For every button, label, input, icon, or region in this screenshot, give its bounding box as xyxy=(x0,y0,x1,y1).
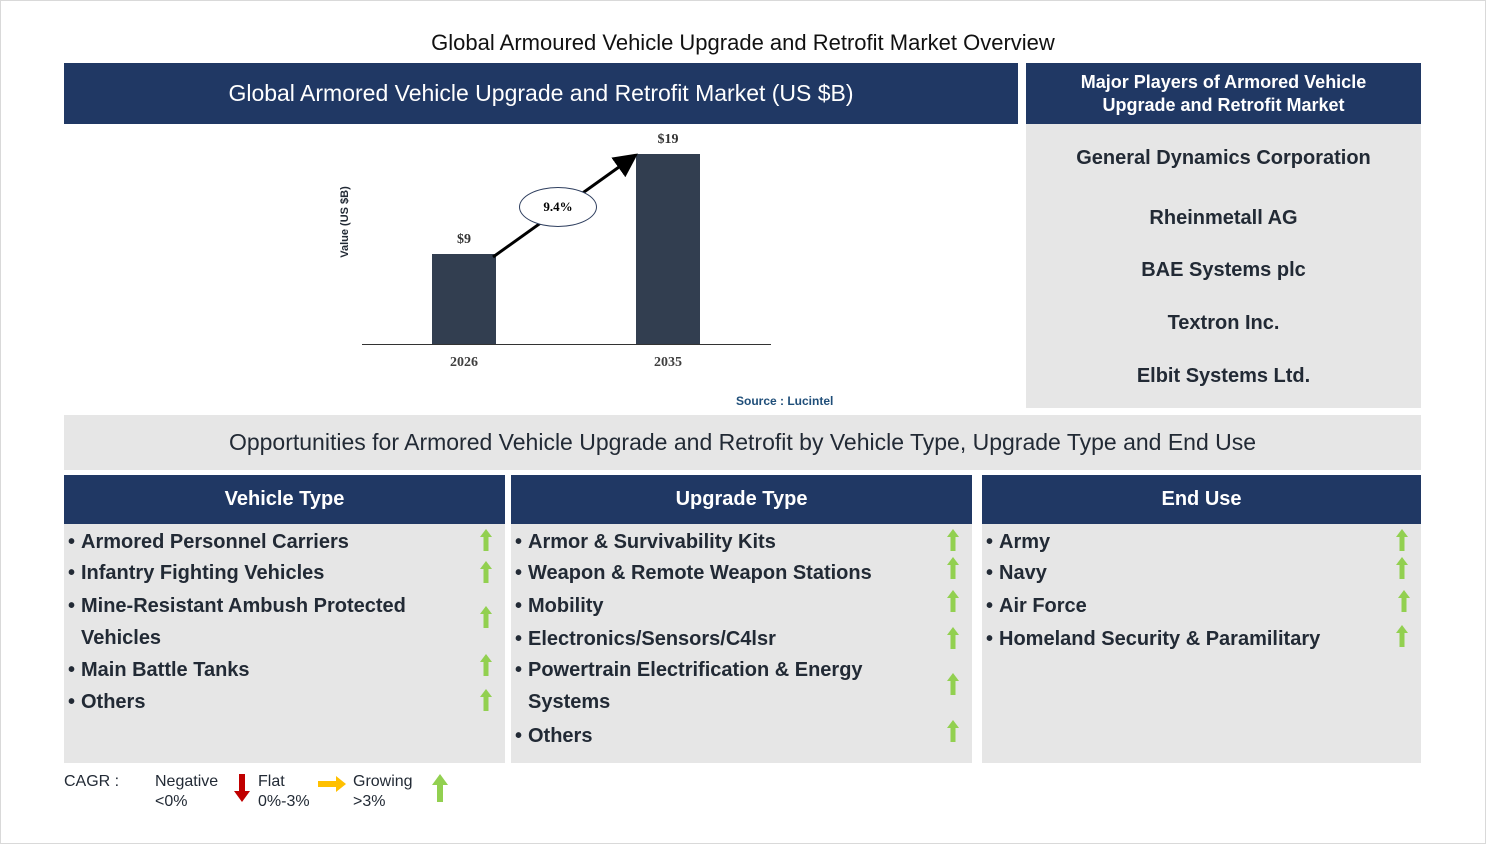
player-item: Textron Inc. xyxy=(1167,312,1280,334)
list-item: • Army xyxy=(986,531,1051,553)
list-item: • Powertrain Electrification & Energy Syst… xyxy=(515,659,863,713)
growing-arrow-icon xyxy=(1396,557,1408,579)
list-item: • Armor & Survivability Kits xyxy=(515,531,776,553)
x-tick-2035: 2035 xyxy=(654,355,682,370)
growing-arrow-icon xyxy=(480,654,492,676)
segment-header: Vehicle Type xyxy=(64,475,505,524)
growing-arrow-icon xyxy=(1396,529,1408,551)
market-chart-header: Global Armored Vehicle Upgrade and Retro… xyxy=(64,63,1018,124)
legend-label: CAGR : xyxy=(64,773,120,790)
growing-arrow-icon xyxy=(432,774,448,802)
list-item: • Mine-Resistant Ambush Protected Vehicles xyxy=(68,595,406,649)
list-item: • Infantry Fighting Vehicles xyxy=(68,562,325,584)
list-item: • Air Force xyxy=(986,595,1087,617)
growing-arrow-icon xyxy=(947,673,959,695)
list-item: • Electronics/Sensors/C4lsr xyxy=(515,628,776,650)
player-item: General Dynamics Corporation xyxy=(1076,147,1371,169)
players-header: Major Players of Armored Vehicle Upgrade… xyxy=(1026,63,1421,124)
chart-y-axis-label: Value (US $B) xyxy=(339,186,351,258)
growing-arrow-icon xyxy=(947,590,959,612)
segment-upgrade-type: Upgrade Type • Armor & Survivability Kits… xyxy=(511,475,972,763)
list-item: • Main Battle Tanks xyxy=(68,659,250,681)
bar-2026 xyxy=(432,254,496,344)
list-item: • Mobility xyxy=(515,595,604,617)
growing-arrow-icon xyxy=(480,561,492,583)
players-header-line1: Major Players of Armored Vehicle xyxy=(1080,71,1367,92)
cagr-badge: 9.4% xyxy=(519,187,597,227)
segment-end-use: End Use • Army • Navy • Air Force • Homeland… xyxy=(982,475,1421,763)
opportunities-banner: Opportunities for Armored Vehicle Upgrad… xyxy=(64,415,1421,470)
bar-value-2035: $19 xyxy=(657,132,679,147)
page-title: Global Armoured Vehicle Upgrade and Retr… xyxy=(431,30,1055,55)
growing-arrow-icon xyxy=(480,529,492,551)
list-item: • Others xyxy=(515,725,593,747)
legend-flat: Flat 0%-3% xyxy=(258,773,310,810)
growing-arrow-icon xyxy=(947,557,959,579)
list-item: • Armored Personnel Carriers xyxy=(68,531,349,553)
list-item: • Weapon & Remote Weapon Stations xyxy=(515,562,872,584)
growing-arrow-icon xyxy=(947,720,959,742)
player-item: Elbit Systems Ltd. xyxy=(1136,365,1311,387)
list-item: • Others xyxy=(68,691,146,713)
growing-arrow-icon xyxy=(947,529,959,551)
bar-2035 xyxy=(636,154,700,344)
growing-arrow-icon xyxy=(1396,625,1408,647)
growing-arrow-icon xyxy=(480,606,492,628)
bar-value-2026: $9 xyxy=(457,232,471,247)
growing-arrow-icon xyxy=(947,627,959,649)
chart-x-axis xyxy=(362,344,771,345)
list-item: • Homeland Security & Paramilitary xyxy=(986,628,1321,650)
growing-arrow-icon xyxy=(480,689,492,711)
players-header-line2: Upgrade and Retrofit Market xyxy=(1102,94,1345,115)
segment-vehicle-type: Vehicle Type • Armored Personnel Carriers… xyxy=(64,475,505,763)
negative-arrow-icon xyxy=(234,774,250,802)
list-item: • Navy xyxy=(986,562,1047,584)
segment-header: End Use xyxy=(982,475,1421,524)
growing-arrow-icon xyxy=(1398,590,1410,612)
player-item: BAE Systems plc xyxy=(1141,259,1306,281)
legend-negative: Negative <0% xyxy=(155,773,219,810)
player-item: Rheinmetall AG xyxy=(1149,207,1298,229)
x-tick-2026: 2026 xyxy=(450,355,478,370)
source-note: Source : Lucintel xyxy=(736,394,834,408)
segment-header: Upgrade Type xyxy=(511,475,972,524)
legend-growing: Growing >3% xyxy=(353,773,413,810)
players-list: General Dynamics Corporation Rheinmetall… xyxy=(1026,124,1421,408)
flat-arrow-icon xyxy=(318,776,346,792)
